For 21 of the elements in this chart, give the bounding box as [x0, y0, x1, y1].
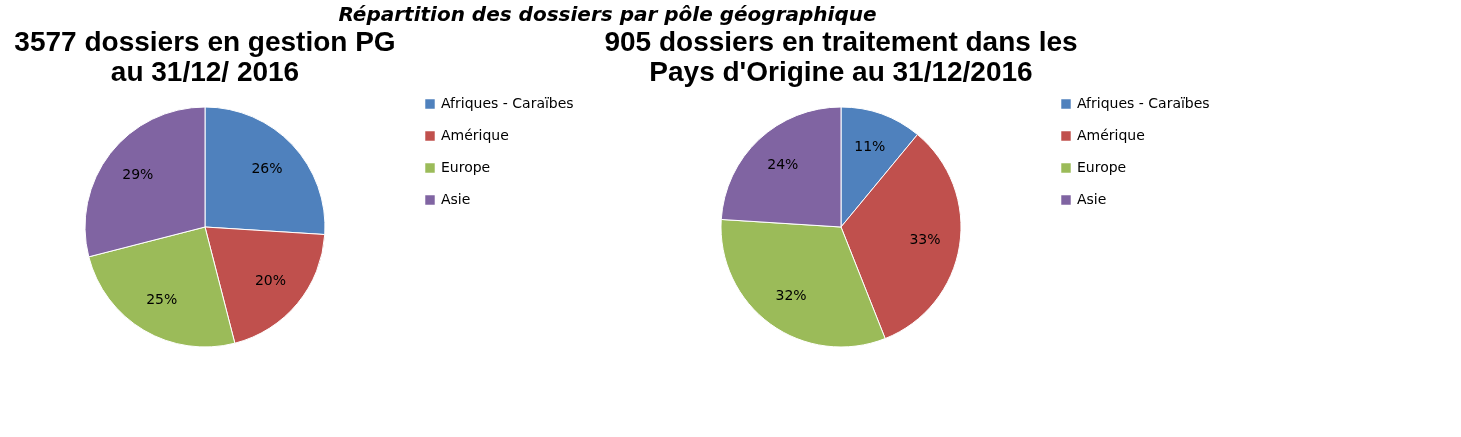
text: Pays d'Origine au 31/12/2016	[649, 56, 1033, 87]
data-label: 20%	[254, 272, 287, 289]
legend-label: Amérique	[1077, 127, 1145, 143]
legend-label: Europe	[441, 159, 491, 175]
legend-label: Europe	[1077, 159, 1127, 175]
legend-label: Afriques - Caraïbes	[441, 95, 574, 111]
data-label: 33%	[909, 231, 941, 248]
data-label: 25%	[146, 291, 178, 308]
legend-label: Amérique	[441, 127, 509, 143]
data-label: 29%	[122, 165, 154, 182]
data-label: 11%	[854, 138, 886, 155]
legend-label: Afriques - Caraïbes	[1077, 95, 1210, 111]
text: Répartition des dossiers par pôle géographique	[338, 2, 877, 26]
data-label: 24%	[767, 156, 799, 173]
text: 3577 dossiers en gestion PG	[14, 26, 396, 57]
legend-label: Asie	[441, 191, 471, 207]
text: 905 dossiers en traitement dans les	[604, 26, 1078, 57]
legend-label: Asie	[1077, 191, 1107, 207]
data-label: 32%	[775, 286, 807, 303]
data-label: 26%	[251, 159, 283, 176]
text: au 31/12/ 2016	[110, 56, 300, 87]
